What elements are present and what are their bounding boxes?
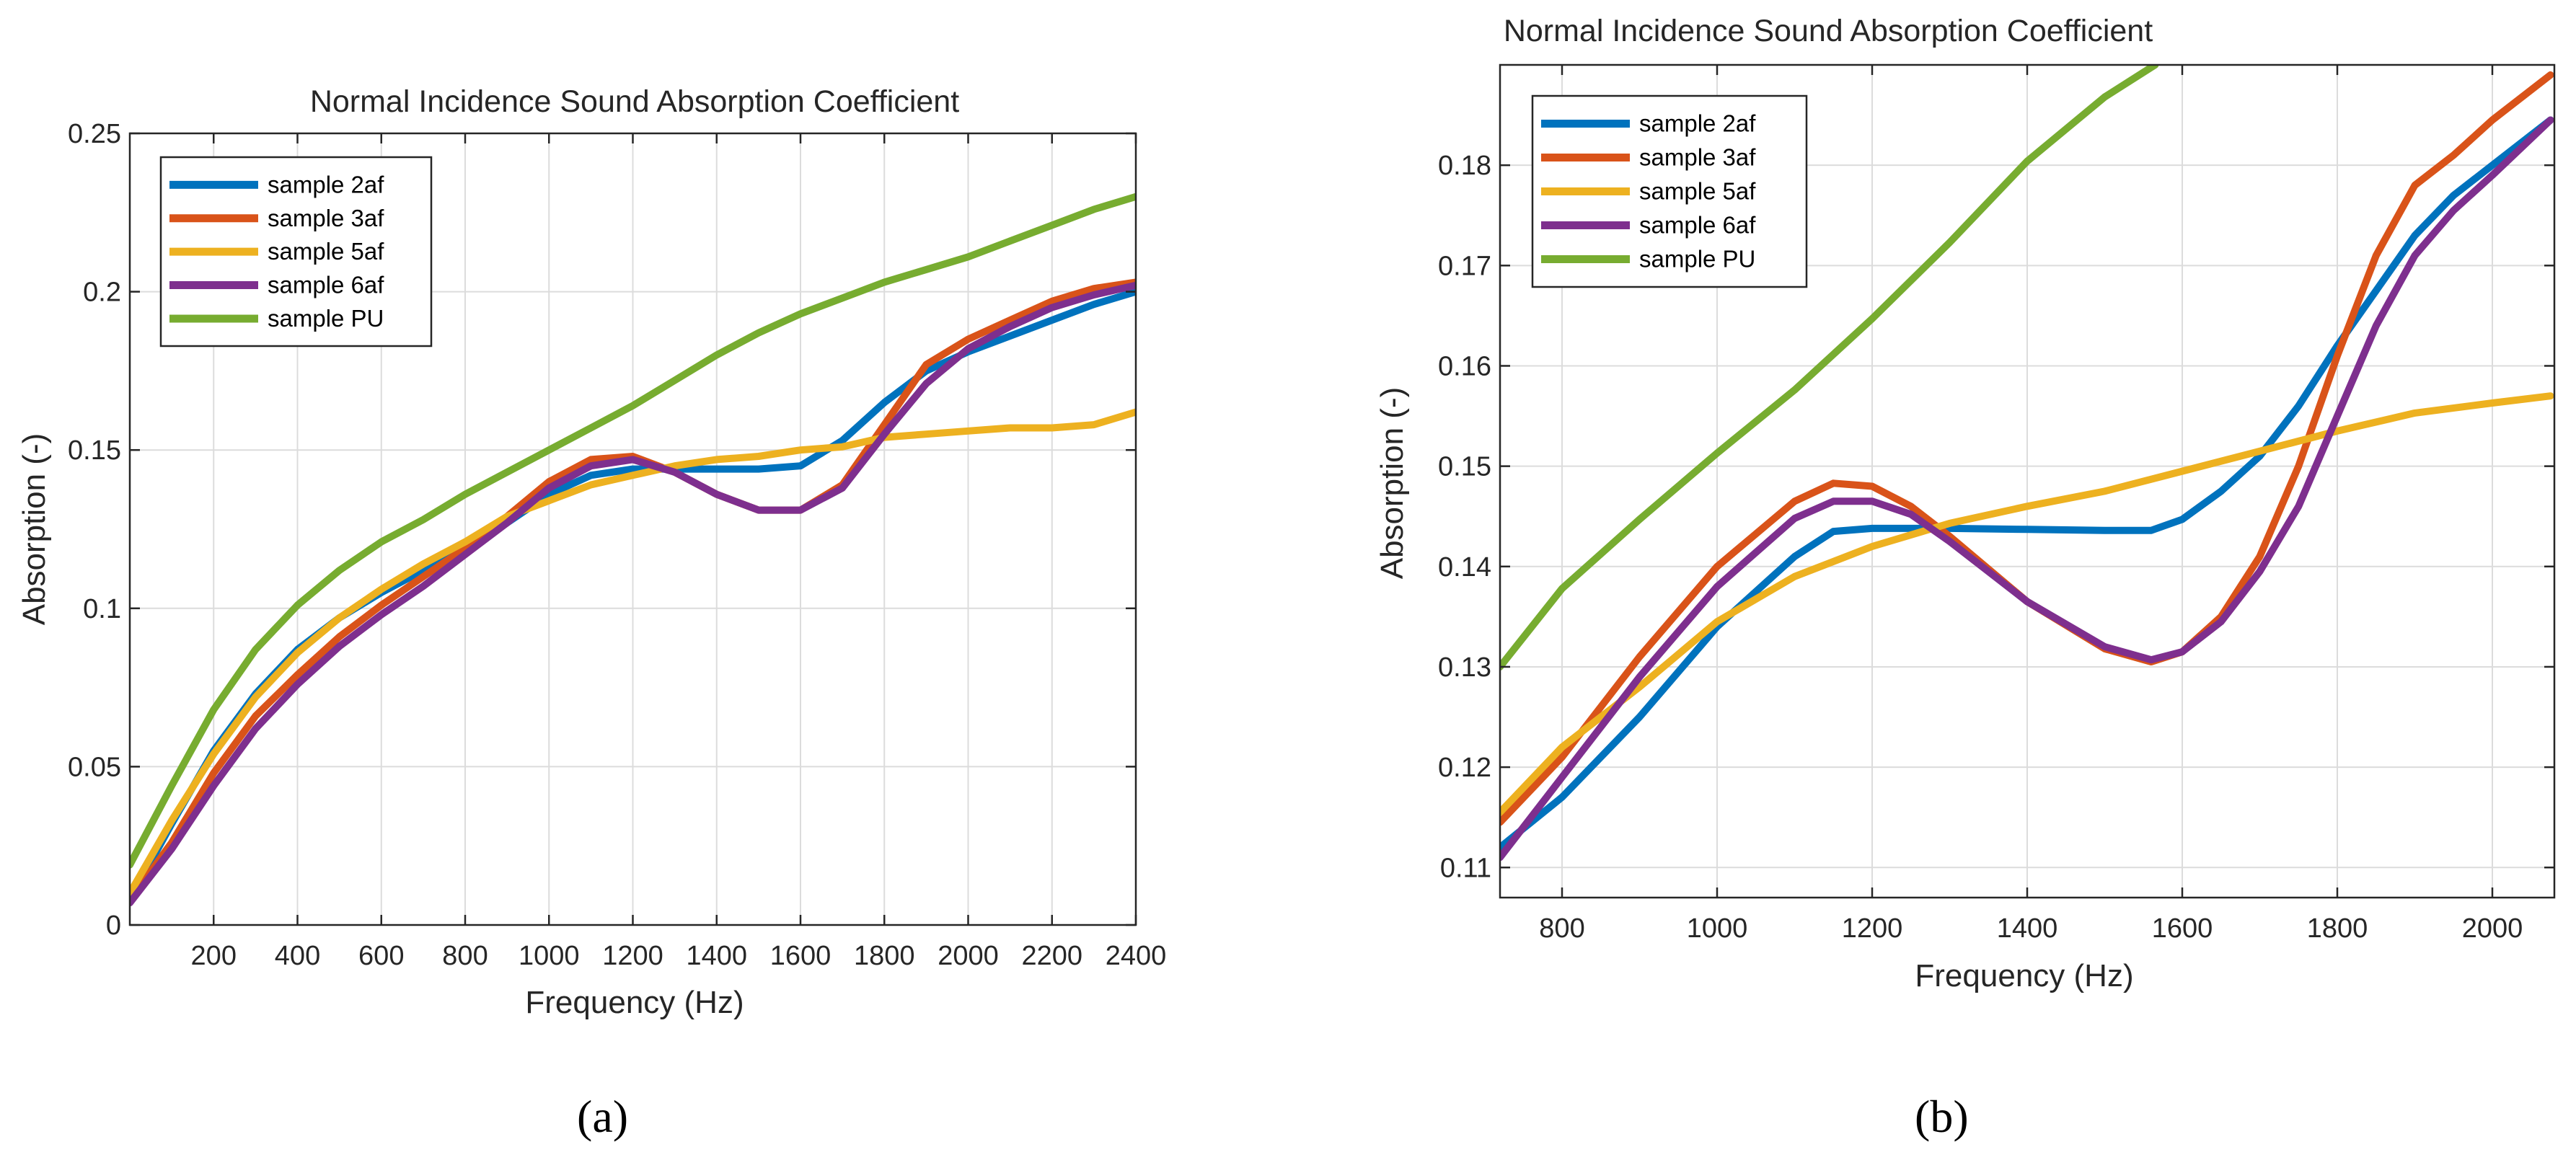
chart-b-x-tick-label: 800 (1539, 913, 1584, 944)
chart-a-ticks (130, 132, 1137, 926)
chart-a-series (130, 192, 1136, 907)
chart-a-legend-label-sample-6af: sample 6af (268, 272, 384, 298)
chart-b-y-tick-label: 0.18 (1438, 151, 1491, 181)
chart-b-title: Normal Incidence Sound Absorption Coeffi… (1504, 14, 2153, 48)
chart-b-grid (1500, 65, 2554, 898)
chart-a-series-sample-pu (130, 192, 1136, 869)
chart-b-y-tick-label: 0.11 (1440, 853, 1491, 883)
chart-a-title: Normal Incidence Sound Absorption Coeffi… (310, 84, 959, 119)
chart-b-x-tick-label: 1600 (2152, 913, 2213, 944)
chart-b-legend: sample 2af sample 3af sample 5af sample 6af… (1531, 94, 1808, 288)
chart-b-x-tick-label: 1800 (2307, 913, 2368, 944)
chart-a-series-sample-6af (130, 281, 1136, 907)
chart-b-x-tick-label: 1200 (1842, 913, 1903, 944)
chart-a-x-axis-label: Frequency (Hz) (525, 985, 744, 1020)
chart-a-legend: sample 2af sample 3af sample 5af sample 6af… (159, 156, 433, 347)
chart-b-x-tick-label: 1400 (1997, 913, 2058, 944)
chart-a-x-tick-label: 2000 (938, 941, 999, 971)
chart-a-y-axis-label: Absorption (-) (17, 433, 52, 626)
chart-b-series-sample-5af (1500, 392, 2554, 816)
chart-a-x-tick-label: 1400 (686, 941, 747, 971)
chart-panel-a: Normal Incidence Sound Absorption Coeffi… (17, 84, 1166, 1142)
chart-a-x-tick-label: 1800 (854, 941, 915, 971)
chart-b-legend-label-sample-5af: sample 5af (1639, 177, 1756, 204)
chart-a-x-tick-label: 200 (191, 941, 237, 971)
chart-b-series-area (1500, 65, 2554, 862)
chart-b-y-tick-label: 0.14 (1438, 552, 1491, 583)
chart-b-series (1500, 65, 2554, 862)
chart-b-x-tick-labels: 800 1000 1200 1400 1600 1800 2000 (1539, 913, 2523, 944)
chart-a-x-tick-label: 1200 (602, 941, 663, 971)
chart-a-x-tick-label: 400 (275, 941, 320, 971)
chart-b-x-axis-label: Frequency (Hz) (1915, 958, 2133, 993)
chart-a-x-tick-label: 600 (358, 941, 404, 971)
chart-b-y-tick-label: 0.16 (1438, 351, 1491, 381)
chart-a-legend-label-sample-3af: sample 3af (268, 205, 384, 231)
chart-a-y-tick-label: 0.05 (68, 752, 121, 782)
chart-a-x-tick-label: 1600 (770, 941, 832, 971)
chart-b-y-tick-label: 0.15 (1438, 452, 1491, 482)
chart-a-y-tick-label: 0.15 (68, 435, 121, 466)
chart-a-x-tick-label: 2400 (1106, 941, 1167, 971)
chart-a-legend-label-sample-2af: sample 2af (268, 171, 384, 198)
chart-a-x-tick-labels: 200 400 600 800 1000 1200 1400 1600 1800 2000 2200… (191, 941, 1167, 971)
chart-b-y-tick-label: 0.12 (1438, 753, 1491, 783)
chart-panel-b: Normal Incidence Sound Absorption Coeffi… (1375, 14, 2556, 1142)
chart-b-y-tick-labels: 0.11 0.12 0.13 0.14 0.15 0.16 0.17 0.18 (1438, 151, 1491, 883)
chart-a-y-tick-label: 0.1 (83, 594, 121, 624)
chart-a-grid (130, 133, 1136, 925)
chart-a-legend-label-sample-5af: sample 5af (268, 238, 384, 265)
chart-b-y-tick-label: 0.17 (1438, 251, 1491, 281)
chart-a-y-tick-labels: 0 0.05 0.1 0.15 0.2 0.25 (68, 119, 121, 941)
chart-b-series-sample-pu (1500, 65, 2159, 670)
chart-a-x-tick-label: 1000 (519, 941, 580, 971)
chart-a-y-tick-label: 0 (106, 911, 121, 941)
chart-a-x-tick-label: 2200 (1021, 941, 1082, 971)
chart-a-x-tick-label: 800 (442, 941, 488, 971)
chart-a-y-tick-label: 0.2 (83, 278, 121, 308)
chart-b-x-tick-label: 1000 (1687, 913, 1748, 944)
chart-b-legend-label-sample-2af: sample 2af (1639, 110, 1756, 136)
chart-a-panel-label: (a) (577, 1091, 628, 1142)
chart-b-panel-label: (b) (1915, 1091, 1969, 1142)
chart-a-y-tick-label: 0.25 (68, 119, 121, 149)
chart-a-legend-label-sample-pu: sample PU (268, 305, 384, 332)
chart-b-legend-label-sample-6af: sample 6af (1639, 211, 1756, 238)
chart-b-ticks (1500, 65, 2554, 898)
chart-b-y-tick-label: 0.13 (1438, 652, 1491, 683)
chart-b-series-sample-6af (1500, 116, 2554, 862)
chart-b-x-tick-label: 2000 (2462, 913, 2523, 944)
chart-a-series-area (130, 192, 1136, 907)
chart-b-legend-label-sample-3af: sample 3af (1639, 143, 1756, 170)
chart-b-y-axis-label: Absorption (-) (1375, 387, 1410, 580)
chart-a-series-sample-5af (130, 408, 1136, 898)
chart-b-legend-label-sample-pu: sample PU (1639, 245, 1755, 272)
